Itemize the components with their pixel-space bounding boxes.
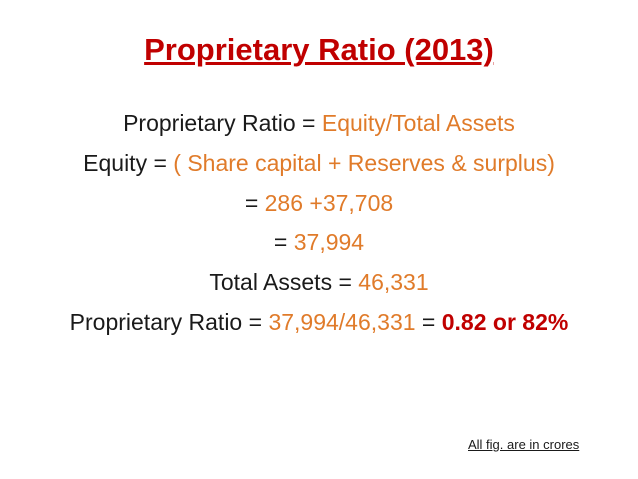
text-segment: Proprietary Ratio = (123, 110, 322, 136)
text-segment: ( Share capital + Reserves & surplus) (173, 150, 555, 176)
formula-line: Total Assets = 46,331 (0, 269, 638, 296)
text-segment: 37,994/46,331 (268, 309, 416, 335)
formula-line: Proprietary Ratio = 37,994/46,331 = 0.82… (0, 309, 638, 336)
text-segment: 37,994 (293, 229, 365, 255)
title-box: Proprietary Ratio (2013) (0, 32, 638, 68)
text-segment: Equity/Total Assets (321, 110, 515, 136)
text-segment: 286 +37,708 (264, 190, 394, 216)
formula-line: = 286 +37,708 (0, 190, 638, 217)
text-segment: 46,331 (358, 269, 429, 295)
slide-title: Proprietary Ratio (2013) (144, 32, 494, 67)
text-segment: = (273, 229, 294, 255)
text-segment: Proprietary Ratio = (69, 309, 269, 335)
text-segment: = (244, 190, 265, 216)
text-segment: Equity = (83, 150, 174, 176)
text-segment: = (415, 309, 442, 335)
formula-line: Equity = ( Share capital + Reserves & su… (0, 150, 638, 177)
formula-line: = 37,994 (0, 229, 638, 256)
text-segment: 0.82 or 82% (441, 309, 569, 335)
text-segment: Total Assets = (209, 269, 359, 295)
footnote: All fig. are in crores (468, 437, 580, 452)
formula-line: Proprietary Ratio = Equity/Total Assets (0, 110, 638, 137)
